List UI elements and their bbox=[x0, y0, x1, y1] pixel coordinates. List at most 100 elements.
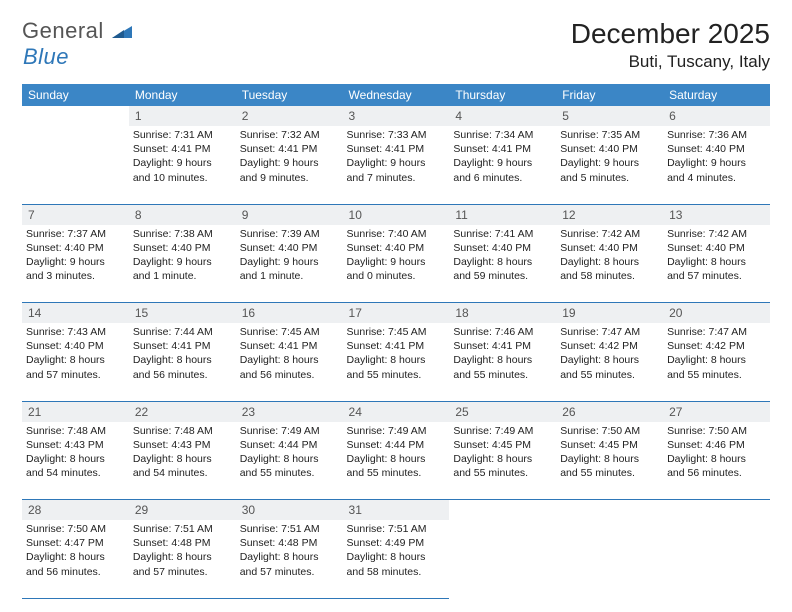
sunrise-text: Sunrise: 7:45 AM bbox=[347, 325, 446, 339]
weekday-header: Thursday bbox=[449, 84, 556, 106]
day-number: 7 bbox=[22, 204, 129, 225]
sunset-text: Sunset: 4:45 PM bbox=[560, 438, 659, 452]
sunset-text: Sunset: 4:49 PM bbox=[347, 536, 446, 550]
day-cell: Sunrise: 7:50 AMSunset: 4:45 PMDaylight:… bbox=[556, 422, 663, 500]
sunrise-text: Sunrise: 7:51 AM bbox=[240, 522, 339, 536]
daylight2-text: and 55 minutes. bbox=[347, 368, 446, 382]
day-cell: Sunrise: 7:44 AMSunset: 4:41 PMDaylight:… bbox=[129, 323, 236, 401]
daylight2-text: and 55 minutes. bbox=[453, 368, 552, 382]
sunrise-text: Sunrise: 7:46 AM bbox=[453, 325, 552, 339]
day-cell bbox=[556, 520, 663, 598]
daylight2-text: and 4 minutes. bbox=[667, 171, 766, 185]
day-cell: Sunrise: 7:51 AMSunset: 4:48 PMDaylight:… bbox=[236, 520, 343, 598]
daylight1-text: Daylight: 8 hours bbox=[560, 452, 659, 466]
day-cell bbox=[663, 520, 770, 598]
sunrise-text: Sunrise: 7:37 AM bbox=[26, 227, 125, 241]
day-number: 28 bbox=[22, 500, 129, 521]
daylight2-text: and 57 minutes. bbox=[240, 565, 339, 579]
sunset-text: Sunset: 4:41 PM bbox=[347, 142, 446, 156]
sunrise-text: Sunrise: 7:45 AM bbox=[240, 325, 339, 339]
weekday-header: Friday bbox=[556, 84, 663, 106]
sunrise-text: Sunrise: 7:48 AM bbox=[26, 424, 125, 438]
sunset-text: Sunset: 4:43 PM bbox=[26, 438, 125, 452]
sunset-text: Sunset: 4:41 PM bbox=[347, 339, 446, 353]
daylight1-text: Daylight: 8 hours bbox=[453, 452, 552, 466]
sunset-text: Sunset: 4:44 PM bbox=[347, 438, 446, 452]
sunrise-text: Sunrise: 7:43 AM bbox=[26, 325, 125, 339]
day-cell bbox=[449, 520, 556, 598]
day-cell: Sunrise: 7:42 AMSunset: 4:40 PMDaylight:… bbox=[556, 225, 663, 303]
daylight1-text: Daylight: 9 hours bbox=[240, 255, 339, 269]
daylight2-text: and 56 minutes. bbox=[240, 368, 339, 382]
daylight1-text: Daylight: 8 hours bbox=[453, 255, 552, 269]
week-row: Sunrise: 7:37 AMSunset: 4:40 PMDaylight:… bbox=[22, 225, 770, 303]
weekday-header-row: Sunday Monday Tuesday Wednesday Thursday… bbox=[22, 84, 770, 106]
day-number: 23 bbox=[236, 401, 343, 422]
daylight2-text: and 55 minutes. bbox=[240, 466, 339, 480]
sunrise-text: Sunrise: 7:31 AM bbox=[133, 128, 232, 142]
daylight2-text: and 9 minutes. bbox=[240, 171, 339, 185]
weekday-header: Monday bbox=[129, 84, 236, 106]
sunset-text: Sunset: 4:40 PM bbox=[26, 339, 125, 353]
daylight2-text: and 57 minutes. bbox=[26, 368, 125, 382]
sunrise-text: Sunrise: 7:48 AM bbox=[133, 424, 232, 438]
daylight2-text: and 7 minutes. bbox=[347, 171, 446, 185]
sunset-text: Sunset: 4:40 PM bbox=[560, 142, 659, 156]
day-cell: Sunrise: 7:38 AMSunset: 4:40 PMDaylight:… bbox=[129, 225, 236, 303]
day-cell: Sunrise: 7:45 AMSunset: 4:41 PMDaylight:… bbox=[343, 323, 450, 401]
daylight1-text: Daylight: 8 hours bbox=[26, 353, 125, 367]
day-cell: Sunrise: 7:51 AMSunset: 4:48 PMDaylight:… bbox=[129, 520, 236, 598]
daylight1-text: Daylight: 9 hours bbox=[667, 156, 766, 170]
sunset-text: Sunset: 4:41 PM bbox=[453, 339, 552, 353]
daylight1-text: Daylight: 9 hours bbox=[26, 255, 125, 269]
title-block: December 2025 Buti, Tuscany, Italy bbox=[571, 18, 770, 72]
day-cell: Sunrise: 7:50 AMSunset: 4:46 PMDaylight:… bbox=[663, 422, 770, 500]
day-number: 14 bbox=[22, 303, 129, 324]
sunrise-text: Sunrise: 7:40 AM bbox=[347, 227, 446, 241]
daynum-row: 14151617181920 bbox=[22, 303, 770, 324]
daylight2-text: and 3 minutes. bbox=[26, 269, 125, 283]
sunset-text: Sunset: 4:40 PM bbox=[560, 241, 659, 255]
day-number: 9 bbox=[236, 204, 343, 225]
day-number: 8 bbox=[129, 204, 236, 225]
daylight1-text: Daylight: 8 hours bbox=[560, 255, 659, 269]
day-number: 4 bbox=[449, 106, 556, 126]
sunrise-text: Sunrise: 7:51 AM bbox=[347, 522, 446, 536]
day-number bbox=[556, 500, 663, 521]
week-row: Sunrise: 7:50 AMSunset: 4:47 PMDaylight:… bbox=[22, 520, 770, 598]
daylight2-text: and 57 minutes. bbox=[133, 565, 232, 579]
sunrise-text: Sunrise: 7:38 AM bbox=[133, 227, 232, 241]
daylight2-text: and 1 minute. bbox=[240, 269, 339, 283]
daylight1-text: Daylight: 9 hours bbox=[453, 156, 552, 170]
day-cell: Sunrise: 7:36 AMSunset: 4:40 PMDaylight:… bbox=[663, 126, 770, 204]
day-number: 16 bbox=[236, 303, 343, 324]
day-number bbox=[449, 500, 556, 521]
logo-accent: Blue bbox=[23, 44, 69, 69]
day-number: 31 bbox=[343, 500, 450, 521]
week-row: Sunrise: 7:43 AMSunset: 4:40 PMDaylight:… bbox=[22, 323, 770, 401]
day-cell: Sunrise: 7:51 AMSunset: 4:49 PMDaylight:… bbox=[343, 520, 450, 598]
daylight1-text: Daylight: 8 hours bbox=[133, 353, 232, 367]
daynum-row: 123456 bbox=[22, 106, 770, 126]
day-cell: Sunrise: 7:46 AMSunset: 4:41 PMDaylight:… bbox=[449, 323, 556, 401]
day-cell: Sunrise: 7:43 AMSunset: 4:40 PMDaylight:… bbox=[22, 323, 129, 401]
day-cell: Sunrise: 7:49 AMSunset: 4:44 PMDaylight:… bbox=[236, 422, 343, 500]
day-number: 25 bbox=[449, 401, 556, 422]
daylight2-text: and 55 minutes. bbox=[347, 466, 446, 480]
sunrise-text: Sunrise: 7:47 AM bbox=[560, 325, 659, 339]
day-cell: Sunrise: 7:40 AMSunset: 4:40 PMDaylight:… bbox=[343, 225, 450, 303]
day-cell: Sunrise: 7:49 AMSunset: 4:44 PMDaylight:… bbox=[343, 422, 450, 500]
page-title: December 2025 bbox=[571, 18, 770, 50]
sunrise-text: Sunrise: 7:44 AM bbox=[133, 325, 232, 339]
sunset-text: Sunset: 4:42 PM bbox=[560, 339, 659, 353]
day-number: 24 bbox=[343, 401, 450, 422]
daylight1-text: Daylight: 8 hours bbox=[667, 353, 766, 367]
sunrise-text: Sunrise: 7:35 AM bbox=[560, 128, 659, 142]
daynum-row: 28293031 bbox=[22, 500, 770, 521]
daynum-row: 78910111213 bbox=[22, 204, 770, 225]
day-cell: Sunrise: 7:31 AMSunset: 4:41 PMDaylight:… bbox=[129, 126, 236, 204]
sunrise-text: Sunrise: 7:50 AM bbox=[26, 522, 125, 536]
day-cell bbox=[22, 126, 129, 204]
daylight1-text: Daylight: 9 hours bbox=[347, 255, 446, 269]
day-cell: Sunrise: 7:34 AMSunset: 4:41 PMDaylight:… bbox=[449, 126, 556, 204]
